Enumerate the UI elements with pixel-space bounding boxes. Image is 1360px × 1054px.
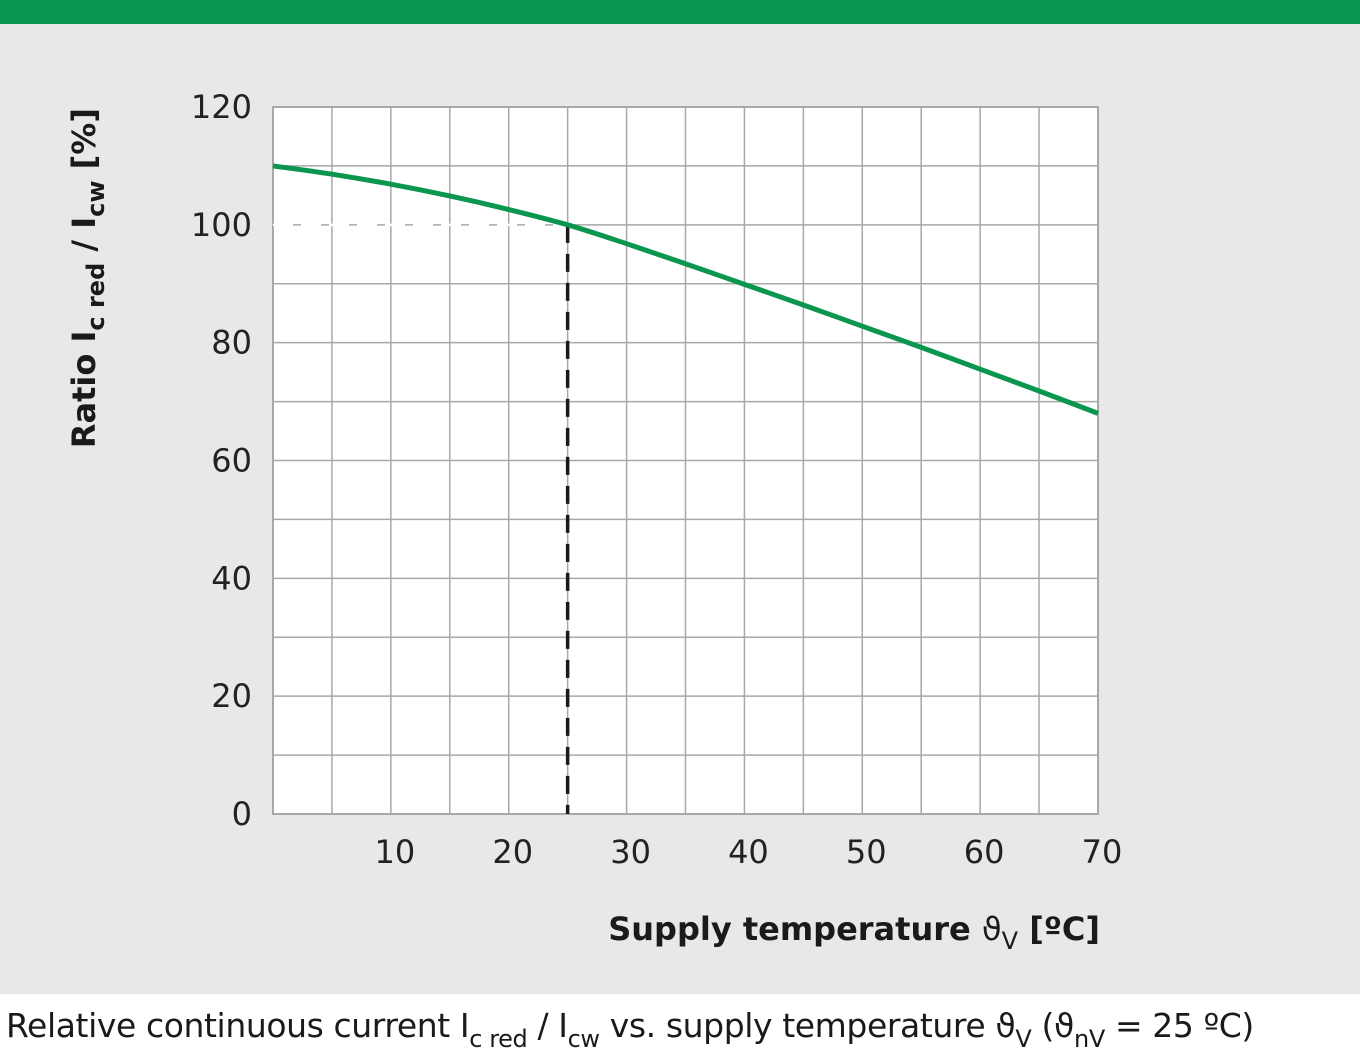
- y-tick-label: 40: [211, 559, 252, 597]
- y-tick-label: 80: [211, 324, 252, 362]
- y-axis-title: Ratio Ic red / Icw [%]: [65, 108, 110, 448]
- x-axis-title: Supply temperature ϑV [ºC]: [608, 910, 1100, 955]
- y-tick-label: 0: [232, 795, 252, 833]
- x-tick-label: 50: [846, 833, 887, 871]
- tick-labels: 0 20 40 60 80 100 120 10 20 30 40 50 60 70: [191, 88, 1122, 871]
- y-tick-label: 20: [211, 677, 252, 715]
- y-tick-label: 120: [191, 88, 252, 126]
- figure-caption: Relative continuous current Ic red / Icw…: [6, 1006, 1254, 1053]
- x-tick-label: 70: [1082, 833, 1123, 871]
- chart: 0 20 40 60 80 100 120 10 20 30 40 50 60 70 Supply tem…: [65, 88, 1122, 955]
- data-series-line: [272, 163, 1099, 416]
- x-tick-label: 40: [728, 833, 769, 871]
- x-tick-label: 10: [374, 833, 415, 871]
- plot-frame: [272, 106, 1099, 815]
- x-tick-label: 30: [610, 833, 651, 871]
- x-tick-label: 20: [492, 833, 533, 871]
- reference-lines: [273, 223, 570, 814]
- y-tick-label: 100: [191, 206, 252, 244]
- x-tick-label: 60: [964, 833, 1005, 871]
- y-tick-label: 60: [211, 442, 252, 480]
- header-bar: [0, 0, 1360, 24]
